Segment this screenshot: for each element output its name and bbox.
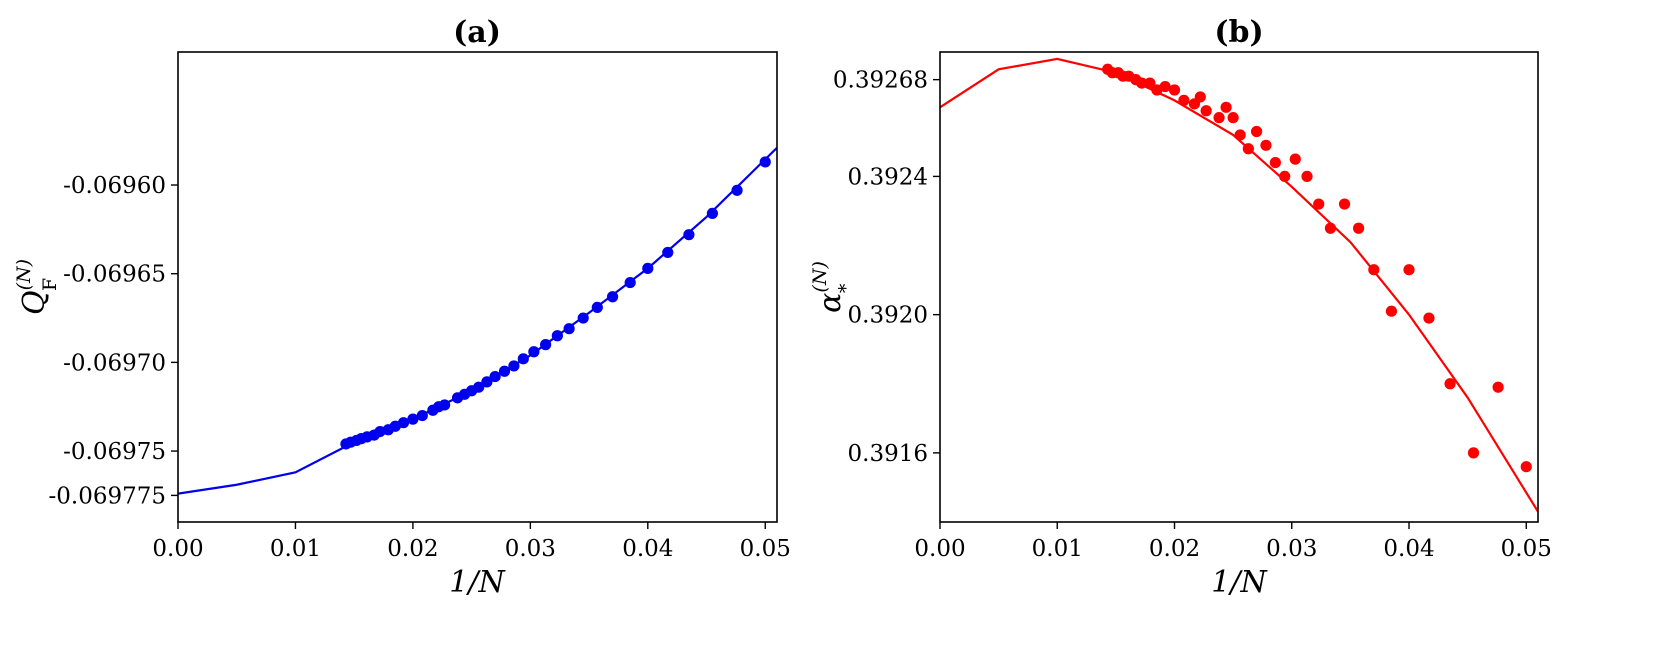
- data-point: [1168, 84, 1181, 96]
- data-point: [528, 346, 540, 358]
- data-point: [498, 365, 511, 377]
- data-point: [397, 417, 410, 429]
- data-point: [624, 276, 636, 289]
- data-point: [1368, 264, 1380, 276]
- data-point: [591, 301, 603, 313]
- data-point: [563, 323, 575, 335]
- data-point: [407, 413, 419, 425]
- data-point: [551, 330, 563, 342]
- x-axis-label: 1/N: [1211, 565, 1268, 600]
- y-axis-label-sub: F: [39, 278, 61, 291]
- y-axis-label: α(N) *: [809, 261, 857, 313]
- data-point: [1338, 198, 1351, 210]
- data-point: [1136, 77, 1148, 89]
- y-tick-label: -0.06960: [63, 173, 166, 199]
- data-point: [1279, 170, 1291, 183]
- x-tick-label: 0.01: [1032, 536, 1083, 562]
- panel-title: (b): [1214, 15, 1263, 50]
- data-point: [759, 156, 771, 168]
- x-tick-label: 0.00: [914, 536, 965, 562]
- data-point: [473, 381, 485, 393]
- data-point: [1159, 80, 1171, 93]
- data-point: [1213, 112, 1225, 124]
- y-tick-label: -0.069775: [48, 483, 166, 509]
- panel-title: (a): [453, 15, 501, 50]
- data-point: [1194, 91, 1206, 103]
- y-axis-label-sup: (N): [13, 259, 35, 290]
- data-point: [642, 262, 654, 274]
- data-point: [706, 207, 719, 219]
- y-tick-label: 0.3920: [848, 303, 928, 329]
- data-point: [481, 376, 493, 388]
- data-point: [1423, 312, 1435, 324]
- data-point: [1242, 143, 1254, 155]
- panel-b: 0.00 0.01 0.02 0.03 0.04 0.05 0.3916 0.3920 0.39…: [809, 15, 1552, 600]
- y-tick-label: 0.3924: [848, 164, 928, 190]
- x-tick-label: 0.01: [270, 536, 321, 562]
- data-point: [731, 184, 743, 196]
- y-tick-label: -0.06975: [63, 439, 166, 465]
- y-axis-label-main: Q: [17, 290, 52, 315]
- data-point: [577, 312, 589, 324]
- fit-curve: [940, 57, 1538, 513]
- data-point: [489, 370, 501, 383]
- data-point: [1220, 101, 1232, 113]
- x-tick-label: 0.04: [1383, 536, 1434, 562]
- data-point: [1467, 447, 1480, 459]
- data-point: [416, 409, 428, 422]
- data-point: [540, 339, 552, 351]
- data-point: [439, 399, 451, 411]
- data-point: [1313, 198, 1325, 210]
- x-tick-label: 0.02: [1149, 536, 1200, 562]
- data-point: [1385, 305, 1398, 317]
- x-tick-label: 0.03: [1266, 536, 1317, 562]
- data-point: [1353, 222, 1365, 234]
- data-point: [517, 353, 529, 365]
- plot-frame: [177, 51, 778, 523]
- panel-a: 0.00 0.01 0.02 0.03 0.04 0.05 -0.069775 -0.0697…: [13, 15, 791, 600]
- x-tick-label: 0.03: [505, 536, 556, 562]
- data-point: [1200, 105, 1212, 117]
- plot-frame: [939, 51, 1539, 523]
- y-axis-label-main: α: [813, 293, 848, 313]
- data-point: [1144, 77, 1156, 89]
- data-point: [1269, 156, 1281, 169]
- y-axis-label: Q(N) F: [13, 259, 61, 315]
- data-point: [683, 229, 695, 241]
- fit-curve: [178, 146, 777, 495]
- data-point: [1301, 170, 1313, 183]
- data-point: [1403, 264, 1415, 276]
- y-tick-label: 0.39268: [833, 68, 928, 94]
- data-point: [1444, 378, 1456, 390]
- y-axis-label-sub: *: [835, 283, 857, 293]
- x-tick-label: 0.04: [622, 536, 673, 562]
- data-point: [662, 246, 674, 259]
- y-tick-label: 0.3916: [848, 441, 928, 467]
- y-axis-label-sup: (N): [809, 261, 831, 292]
- x-tick-label: 0.02: [387, 536, 438, 562]
- y-tick-label: -0.06965: [63, 262, 166, 288]
- y-tick-label: -0.06970: [63, 350, 166, 376]
- data-point: [1520, 461, 1532, 473]
- data-point: [1492, 381, 1504, 393]
- data-point: [606, 291, 619, 303]
- data-point: [508, 360, 520, 372]
- data-point: [1260, 139, 1272, 151]
- x-tick-label: 0.05: [1501, 536, 1552, 562]
- data-point: [1234, 129, 1246, 141]
- data-point: [1227, 112, 1239, 124]
- x-axis-label: 1/N: [449, 565, 506, 600]
- x-tick-label: 0.00: [152, 536, 203, 562]
- data-point: [1178, 94, 1190, 106]
- data-point: [1250, 125, 1263, 138]
- x-tick-label: 0.05: [740, 536, 791, 562]
- data-point: [1324, 222, 1337, 234]
- data-point: [1289, 153, 1301, 165]
